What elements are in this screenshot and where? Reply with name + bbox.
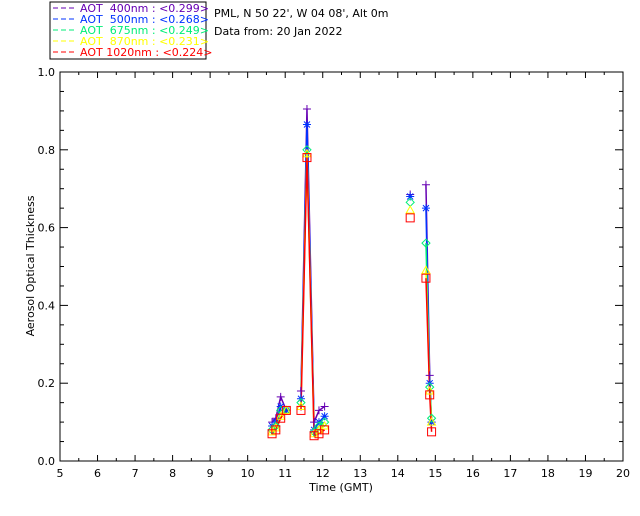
data-point-square <box>296 405 306 415</box>
plot-frame <box>59 71 624 462</box>
y-tick-label: 0.2 <box>38 377 56 390</box>
legend-label: AOT 675nm : <0.249> <box>80 24 209 37</box>
legend-label: AOT 500nm : <0.268> <box>80 13 209 26</box>
data-point-square <box>421 273 431 283</box>
data-point-square <box>271 425 281 435</box>
data-point-square <box>320 425 330 435</box>
x-tick-label: 11 <box>278 467 292 480</box>
legend-label: AOT 1020nm : <0.224> <box>80 46 213 59</box>
x-tick-label: 8 <box>169 467 176 480</box>
data-point-square <box>276 413 286 423</box>
data-point-triangle <box>281 405 292 414</box>
data-point-plus <box>314 406 323 415</box>
x-tick-label: 14 <box>391 467 405 480</box>
data-point-plus <box>296 386 305 395</box>
x-tick-label: 10 <box>241 467 255 480</box>
data-point-diamond <box>421 238 431 248</box>
data-point-asterisk <box>282 406 291 415</box>
data-point-square <box>427 427 437 437</box>
x-tick-label: 6 <box>94 467 101 480</box>
legend-box <box>49 1 207 60</box>
data-point-asterisk <box>421 204 430 213</box>
data-point-triangle <box>405 205 416 214</box>
x-tick-label: 9 <box>207 467 214 480</box>
y-tick-label: 0.6 <box>38 222 56 235</box>
data-point-plus <box>425 371 434 380</box>
y-tick-label: 0.4 <box>38 299 56 312</box>
y-tick-label: 0.0 <box>38 455 56 468</box>
data-point-square <box>281 405 291 415</box>
data-point-plus <box>421 180 430 189</box>
data-point-asterisk <box>320 412 329 421</box>
data-point-square <box>302 153 312 163</box>
y-tick-label: 0.8 <box>38 144 56 157</box>
data-point-square <box>425 390 435 400</box>
x-tick-label: 16 <box>466 467 480 480</box>
x-tick-label: 15 <box>428 467 442 480</box>
chart-title-date: Data from: 20 Jan 2022 <box>214 25 343 38</box>
legend-label: AOT 870nm : <0.231> <box>80 35 209 48</box>
data-point-asterisk <box>406 192 415 201</box>
data-point-plus <box>320 402 329 411</box>
x-tick-label: 5 <box>57 467 64 480</box>
data-point-triangle <box>275 411 286 420</box>
y-axis-label: Aerosol Optical Thickness <box>24 195 37 336</box>
x-axis-label: Time (GMT) <box>308 481 373 494</box>
data-point-plus <box>276 392 285 401</box>
chart-title-location: PML, N 50 22', W 04 08', Alt 0m <box>214 7 388 20</box>
data-point-triangle <box>426 417 437 426</box>
data-point-plus <box>302 104 311 113</box>
x-tick-label: 12 <box>316 467 330 480</box>
x-tick-label: 19 <box>578 467 592 480</box>
legend-label: AOT 400nm : <0.299> <box>80 2 209 15</box>
x-tick-label: 13 <box>353 467 367 480</box>
x-tick-label: 7 <box>132 467 139 480</box>
x-tick-label: 18 <box>541 467 555 480</box>
x-tick-label: 17 <box>503 467 517 480</box>
data-point-diamond <box>426 413 437 423</box>
x-tick-label: 20 <box>616 467 630 480</box>
data-point-triangle <box>421 265 431 274</box>
y-tick-label: 1.0 <box>38 66 56 79</box>
data-point-asterisk <box>302 120 311 129</box>
data-point-square <box>309 431 319 441</box>
data-point-square <box>405 213 415 223</box>
